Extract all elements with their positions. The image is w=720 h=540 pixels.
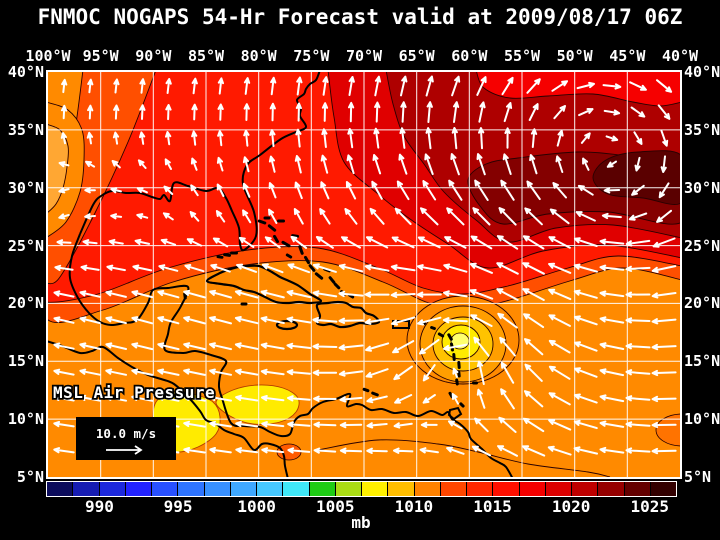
lat-tick-label: 40°N (684, 63, 720, 81)
map-frame: MSL Air Pressure 10.0 m/s (46, 70, 682, 479)
colorbar-swatch (414, 482, 440, 496)
lon-tick-label: 95°W (82, 47, 119, 65)
wind-legend-arrow-icon (106, 445, 143, 455)
wind-legend-label: 10.0 m/s (96, 426, 156, 441)
colorbar-tick-label: 995 (163, 497, 193, 516)
colorbar-swatch (309, 482, 335, 496)
lat-tick-label: 15°N (684, 352, 720, 371)
colorbar-tick-label: 990 (84, 497, 114, 516)
lat-tick-label: 5°N (684, 468, 712, 486)
colorbar-unit-label: mb (351, 513, 371, 532)
lat-tick-label: 30°N (684, 178, 720, 197)
colorbar-swatch (388, 482, 414, 496)
colorbar-swatch (624, 482, 650, 496)
colorbar-swatch (493, 482, 519, 496)
lon-tick-label: 80°W (240, 47, 277, 65)
lat-tick-label: 25°N (7, 236, 44, 255)
lon-tick-label: 85°W (187, 47, 225, 65)
lon-tick-label: 55°W (503, 47, 541, 65)
colorbar-swatch (650, 482, 676, 496)
colorbar-swatch (519, 482, 545, 496)
lon-tick-label: 65°W (398, 47, 435, 65)
colorbar-swatch (598, 482, 624, 496)
wind-vectors (53, 75, 677, 457)
colorbar-swatch (178, 482, 204, 496)
lat-tick-label: 40°N (7, 63, 44, 81)
colorbar-swatch (440, 482, 466, 496)
colorbar-tick-label: 1020 (551, 497, 591, 516)
lat-tick-label: 35°N (684, 120, 720, 139)
pressure-colorbar (46, 481, 677, 497)
colorbar-swatch (73, 482, 99, 496)
colorbar-tick-label: 1010 (394, 497, 434, 516)
lon-tick-label: 60°W (451, 47, 488, 65)
colorbar-swatch (283, 482, 309, 496)
lon-tick-label: 75°W (293, 47, 330, 65)
lat-tick-label: 5°N (16, 468, 44, 486)
wind-legend-box (76, 417, 176, 460)
lat-tick-label: 35°N (7, 120, 44, 139)
colorbar-swatch (467, 482, 493, 496)
colorbar-swatch (204, 482, 230, 496)
lon-tick-label: 90°W (135, 47, 172, 65)
colorbar-swatch (545, 482, 571, 496)
colorbar-swatch (152, 482, 178, 496)
colorbar-swatch (572, 482, 598, 496)
lat-tick-label: 10°N (684, 410, 720, 429)
colorbar-tick-label: 1015 (473, 497, 512, 516)
page-title: FNMOC NOGAPS 54-Hr Forecast valid at 200… (37, 5, 683, 29)
colorbar-tick-label: 1005 (316, 497, 355, 516)
colorbar-swatch (125, 482, 151, 496)
colorbar-swatch (362, 482, 388, 496)
colorbar-swatch (257, 482, 283, 496)
lat-tick-label: 10°N (7, 410, 44, 429)
lon-tick-label: 40°W (661, 47, 699, 65)
colorbar-swatch (47, 482, 73, 496)
lon-tick-label: 50°W (556, 47, 593, 65)
colorbar-tick-label: 1000 (237, 497, 276, 516)
lon-tick-label: 45°W (609, 47, 646, 65)
colorbar-swatch (230, 482, 256, 496)
lat-tick-label: 15°N (7, 352, 44, 371)
lon-tick-label: 70°W (345, 47, 383, 65)
lon-tick-label: 100°W (25, 47, 71, 65)
lat-tick-label: 30°N (7, 178, 44, 197)
lat-tick-label: 20°N (7, 294, 44, 313)
colorbar-swatch (99, 482, 125, 496)
lat-tick-label: 20°N (684, 294, 720, 313)
colorbar-swatch (335, 482, 361, 496)
lat-tick-label: 25°N (684, 236, 720, 255)
pressure-map: MSL Air Pressure 10.0 m/s (48, 72, 680, 477)
field-label: MSL Air Pressure (53, 383, 215, 402)
colorbar-tick-label: 1025 (630, 497, 670, 516)
